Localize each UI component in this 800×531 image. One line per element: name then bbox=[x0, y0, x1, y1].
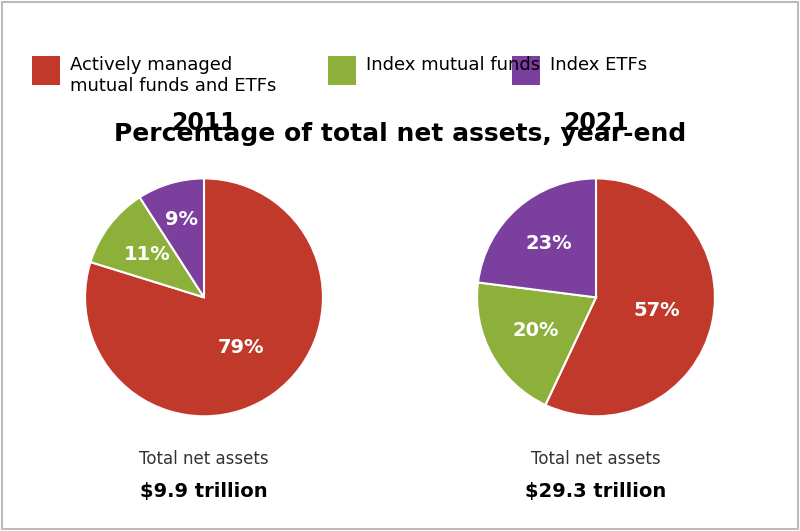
Text: Index ETFs: Index ETFs bbox=[550, 56, 646, 74]
Wedge shape bbox=[85, 178, 323, 416]
Text: 57%: 57% bbox=[633, 302, 680, 320]
Wedge shape bbox=[478, 178, 596, 297]
Text: Percentage of total net assets, year-end: Percentage of total net assets, year-end bbox=[114, 122, 686, 146]
Text: 23%: 23% bbox=[526, 234, 572, 253]
Text: Total net assets: Total net assets bbox=[139, 450, 269, 468]
Text: 2011: 2011 bbox=[171, 112, 237, 135]
Text: $9.9 trillion: $9.9 trillion bbox=[140, 482, 268, 501]
Text: 2021: 2021 bbox=[563, 112, 629, 135]
Text: 9%: 9% bbox=[165, 210, 198, 229]
Text: Index mutual funds: Index mutual funds bbox=[366, 56, 540, 74]
Wedge shape bbox=[477, 282, 596, 405]
Text: $29.3 trillion: $29.3 trillion bbox=[526, 482, 666, 501]
Text: 11%: 11% bbox=[124, 245, 170, 263]
Text: 79%: 79% bbox=[218, 338, 264, 357]
Text: 20%: 20% bbox=[512, 321, 558, 340]
Text: Total net assets: Total net assets bbox=[531, 450, 661, 468]
Wedge shape bbox=[140, 178, 204, 297]
Text: Actively managed
mutual funds and ETFs: Actively managed mutual funds and ETFs bbox=[70, 56, 276, 95]
Wedge shape bbox=[90, 198, 204, 297]
Wedge shape bbox=[546, 178, 715, 416]
